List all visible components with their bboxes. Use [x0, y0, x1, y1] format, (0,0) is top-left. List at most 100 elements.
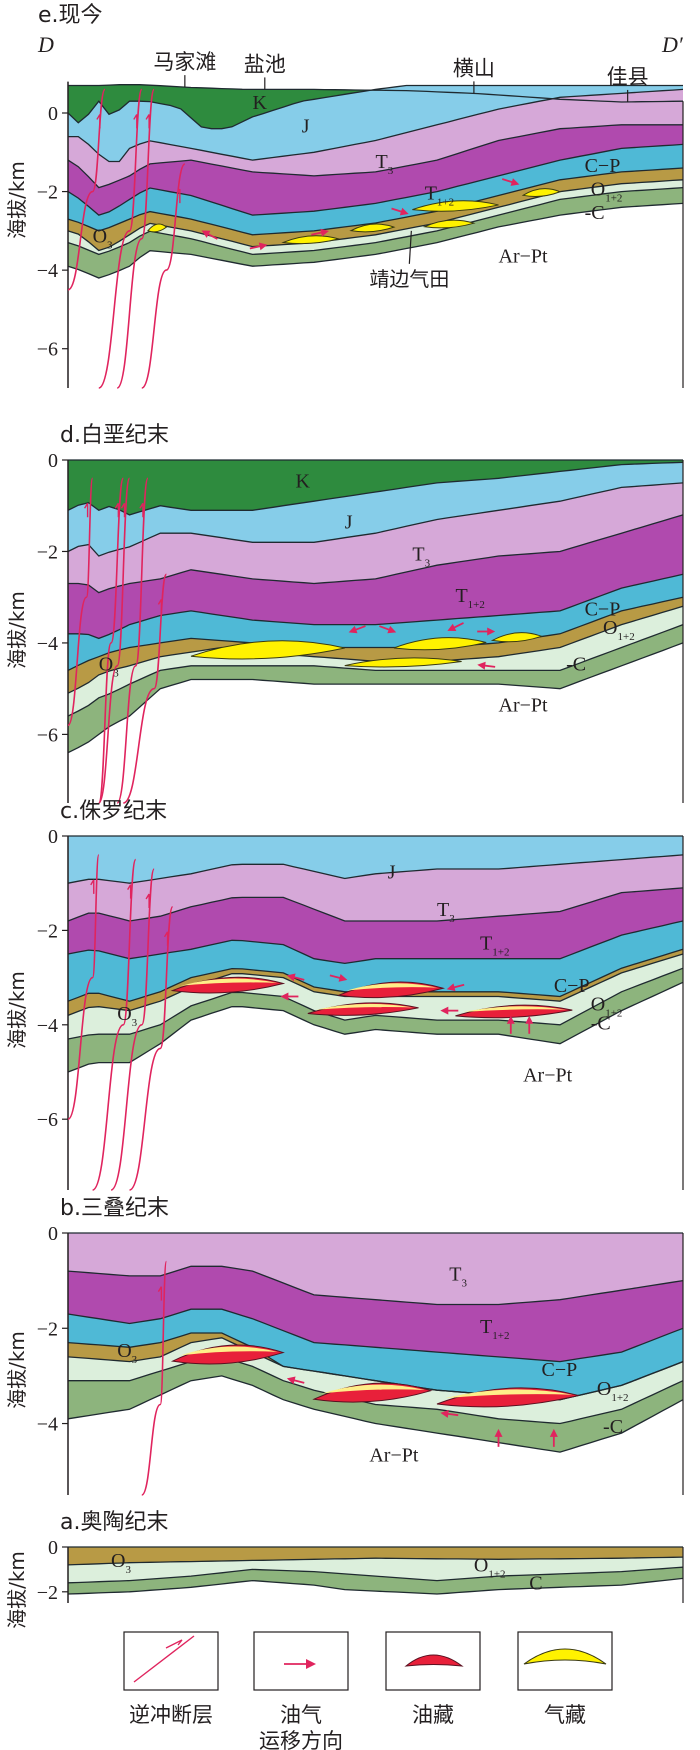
arrow-head: [506, 1015, 515, 1024]
gas-reservoir: [422, 219, 476, 229]
unit-label: C−P: [542, 1359, 578, 1381]
y-tick-label: −6: [37, 339, 58, 361]
migration-arrow-icon: [446, 983, 465, 992]
unit-label-subscript: 1+2: [437, 196, 454, 208]
gas-cap: [322, 1384, 425, 1394]
y-tick-label: −2: [37, 182, 58, 204]
gas-reservoir-icon: [523, 1648, 607, 1665]
annotation-leader: [408, 230, 412, 264]
unit-label: Ar−Pt: [499, 245, 549, 267]
layer-J: [68, 836, 683, 884]
unit-label-subscript: 1+2: [605, 1008, 622, 1020]
unit-label: C−P: [585, 155, 621, 177]
unit-label-subscript: 1+2: [605, 193, 622, 205]
arrow-head: [447, 623, 457, 631]
unit-label-subscript: 1+2: [611, 1392, 628, 1404]
arrow-head: [510, 178, 520, 186]
panel-title: c.侏罗纪末: [60, 799, 167, 824]
legend-label: 气藏: [544, 1703, 586, 1727]
gas-reservoir: [344, 657, 462, 668]
migration-arrow-icon: [379, 625, 397, 634]
thrust-fault-line: [67, 854, 100, 1120]
legend-label: 逆冲断层: [129, 1703, 213, 1727]
y-tick-label: −6: [37, 724, 58, 746]
arrow-head: [549, 1428, 558, 1437]
gas-reservoir: [412, 200, 499, 212]
unit-label: -C: [603, 1416, 623, 1438]
layer-T12: [68, 887, 683, 964]
strata-boundary: [68, 514, 684, 594]
thrust-fault-line: [67, 477, 94, 727]
strata-boundary: [67, 596, 684, 671]
arrow-head: [306, 1659, 316, 1669]
layer-O12: [68, 179, 683, 255]
unit-label: C: [529, 1573, 542, 1595]
panel-title: b.三叠纪末: [60, 1196, 169, 1221]
unit-label: J: [388, 861, 396, 883]
gas-reservoir: [147, 223, 168, 233]
strata-boundary: [67, 1308, 684, 1363]
strata-boundary: [67, 1556, 684, 1566]
arrow-head: [280, 992, 289, 1001]
y-tick-label: 0: [48, 103, 58, 125]
layer-O12: [68, 606, 683, 717]
panel-title: d.白垩纪末: [60, 423, 169, 448]
y-axis-label: 海拔/km: [5, 1331, 29, 1409]
unit-label-subscript: 3: [388, 165, 394, 177]
strata-boundary: [68, 84, 684, 103]
strata-boundary: [67, 981, 684, 1073]
thrust-fault-line: [98, 477, 131, 804]
y-tick-label: 0: [48, 450, 58, 472]
migration-arrow-icon: [329, 973, 348, 982]
strata-boundary: [67, 854, 684, 884]
strata-boundary: [68, 88, 684, 163]
y-tick-label: −6: [37, 1109, 58, 1131]
strata-boundary: [67, 642, 684, 754]
fault-slip-icon: [139, 502, 144, 518]
y-tick-label: −4: [37, 1015, 58, 1037]
strata-boundary: [67, 1265, 684, 1306]
gas-reservoir: [521, 188, 562, 197]
strata-boundary: [67, 202, 684, 279]
arrow-head: [525, 1015, 534, 1024]
y-axis-label: 海拔/km: [5, 161, 29, 239]
layer-J: [68, 462, 683, 556]
fault-slip-icon: [163, 931, 169, 946]
arrow-head: [446, 983, 456, 992]
y-tick-label: −4: [37, 1414, 58, 1436]
migration-arrow-icon: [525, 1015, 534, 1034]
migration-arrow-icon: [249, 242, 268, 251]
fault-slip-icon: [127, 884, 132, 899]
gas-cap: [346, 983, 438, 991]
migration-arrow-icon: [201, 230, 218, 240]
legend-label: 油气: [280, 1703, 322, 1727]
strata-boundary: [68, 573, 684, 640]
fault-slip-icon: [83, 502, 89, 518]
section-start-label: D: [37, 32, 54, 57]
migration-arrow-icon: [447, 622, 464, 631]
thrust-fault-icon: [133, 1635, 195, 1683]
gas-reservoir: [393, 637, 487, 651]
layer-T12: [68, 1266, 683, 1362]
unit-label-subscript: 3: [425, 558, 431, 570]
fault-slip-icon: [120, 502, 126, 518]
unit-label-subscript: 3: [126, 1564, 132, 1576]
fault-slip-icon: [157, 1286, 163, 1301]
gas-reservoir: [490, 632, 544, 643]
strata-boundary: [67, 482, 684, 557]
unit-label-subscript: 1+2: [492, 1330, 509, 1342]
migration-arrow-icon: [440, 1409, 459, 1418]
strata-boundary: [68, 1356, 684, 1425]
strata-boundary: [67, 167, 684, 236]
arrow-head: [399, 207, 409, 216]
legend-box: [123, 1631, 219, 1691]
y-tick-label: −2: [37, 920, 58, 942]
gas-reservoir: [190, 640, 345, 660]
panel-title: a.奥陶纪末: [60, 1510, 168, 1535]
strata-boundary: [67, 967, 684, 1040]
layer-O3: [68, 168, 683, 251]
fault-slip-icon: [90, 879, 95, 894]
